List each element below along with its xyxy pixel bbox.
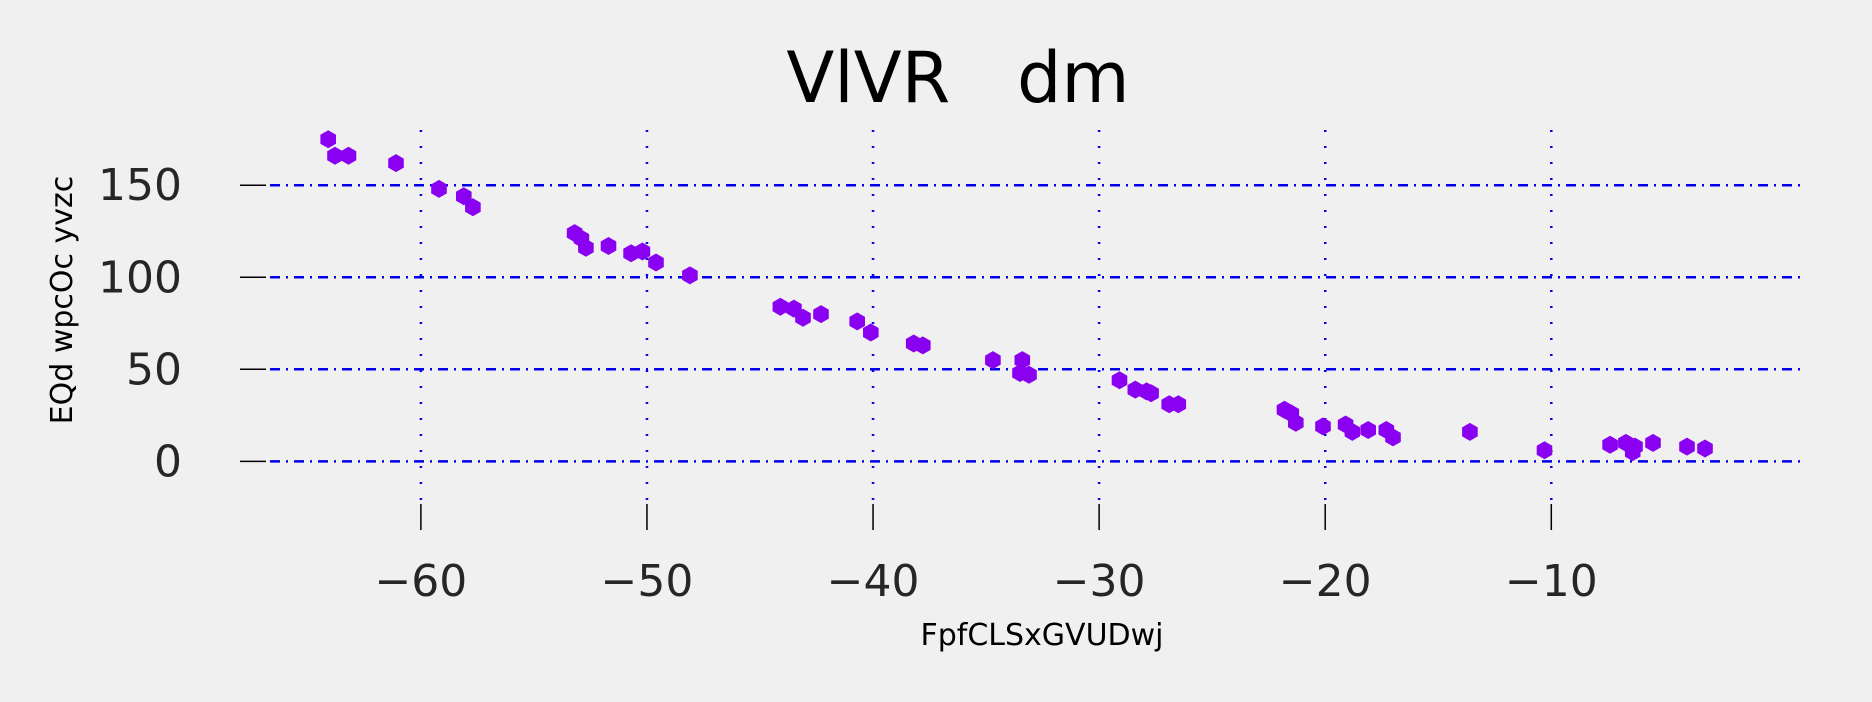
data-point bbox=[327, 146, 343, 165]
data-point bbox=[682, 266, 698, 285]
data-point bbox=[772, 297, 789, 316]
data-point bbox=[1344, 422, 1361, 441]
data-point bbox=[813, 305, 829, 324]
y-tick-label: 150 bbox=[98, 160, 182, 211]
y-tick-label: 0 bbox=[154, 436, 182, 487]
data-point bbox=[1679, 437, 1695, 456]
data-point bbox=[1170, 395, 1187, 414]
data-point bbox=[1315, 417, 1331, 436]
y-axis-label: EQd wpcOc yvzc bbox=[45, 176, 80, 425]
data-point bbox=[849, 312, 865, 331]
data-point bbox=[1143, 384, 1159, 403]
data-point bbox=[456, 187, 472, 206]
data-point bbox=[600, 237, 617, 255]
data-point bbox=[1360, 421, 1376, 439]
data-point bbox=[578, 238, 594, 257]
data-point bbox=[915, 336, 931, 355]
data-point bbox=[1288, 413, 1304, 432]
x-axis-label: FpfCLSxGVUDwj bbox=[920, 618, 1163, 653]
data-point bbox=[340, 146, 357, 165]
data-point bbox=[320, 130, 336, 149]
data-point bbox=[465, 198, 481, 217]
data-points bbox=[320, 130, 1713, 462]
x-tick-label: −50 bbox=[601, 556, 694, 607]
data-point bbox=[1021, 365, 1037, 384]
data-point bbox=[634, 242, 651, 261]
data-point bbox=[985, 351, 1001, 370]
data-point bbox=[863, 323, 879, 342]
data-point bbox=[1697, 439, 1713, 458]
data-point bbox=[795, 308, 811, 327]
x-tick-label: −30 bbox=[1053, 556, 1146, 607]
data-point bbox=[1111, 371, 1128, 390]
axis-ticks: −60 −50 −40 −30 −20 −10 0 50 100 150 bbox=[98, 160, 1598, 607]
data-point bbox=[431, 179, 447, 198]
data-point bbox=[648, 253, 664, 272]
data-point bbox=[1462, 422, 1478, 441]
y-tick-label: 100 bbox=[98, 252, 182, 303]
data-point bbox=[1645, 433, 1661, 452]
x-tick-label: −10 bbox=[1505, 556, 1598, 607]
grid-lines bbox=[270, 130, 1800, 500]
y-tick-label: 50 bbox=[126, 344, 182, 395]
data-point bbox=[1602, 435, 1618, 454]
x-tick-label: −20 bbox=[1279, 556, 1372, 607]
x-tick-label: −60 bbox=[374, 556, 467, 607]
data-point bbox=[388, 154, 404, 173]
chart-title: VlVR dm bbox=[786, 37, 1129, 119]
data-point bbox=[1627, 437, 1643, 456]
data-point bbox=[1014, 351, 1031, 370]
x-tick-label: −40 bbox=[827, 556, 920, 607]
data-point bbox=[1385, 428, 1401, 447]
data-point bbox=[1536, 441, 1553, 460]
